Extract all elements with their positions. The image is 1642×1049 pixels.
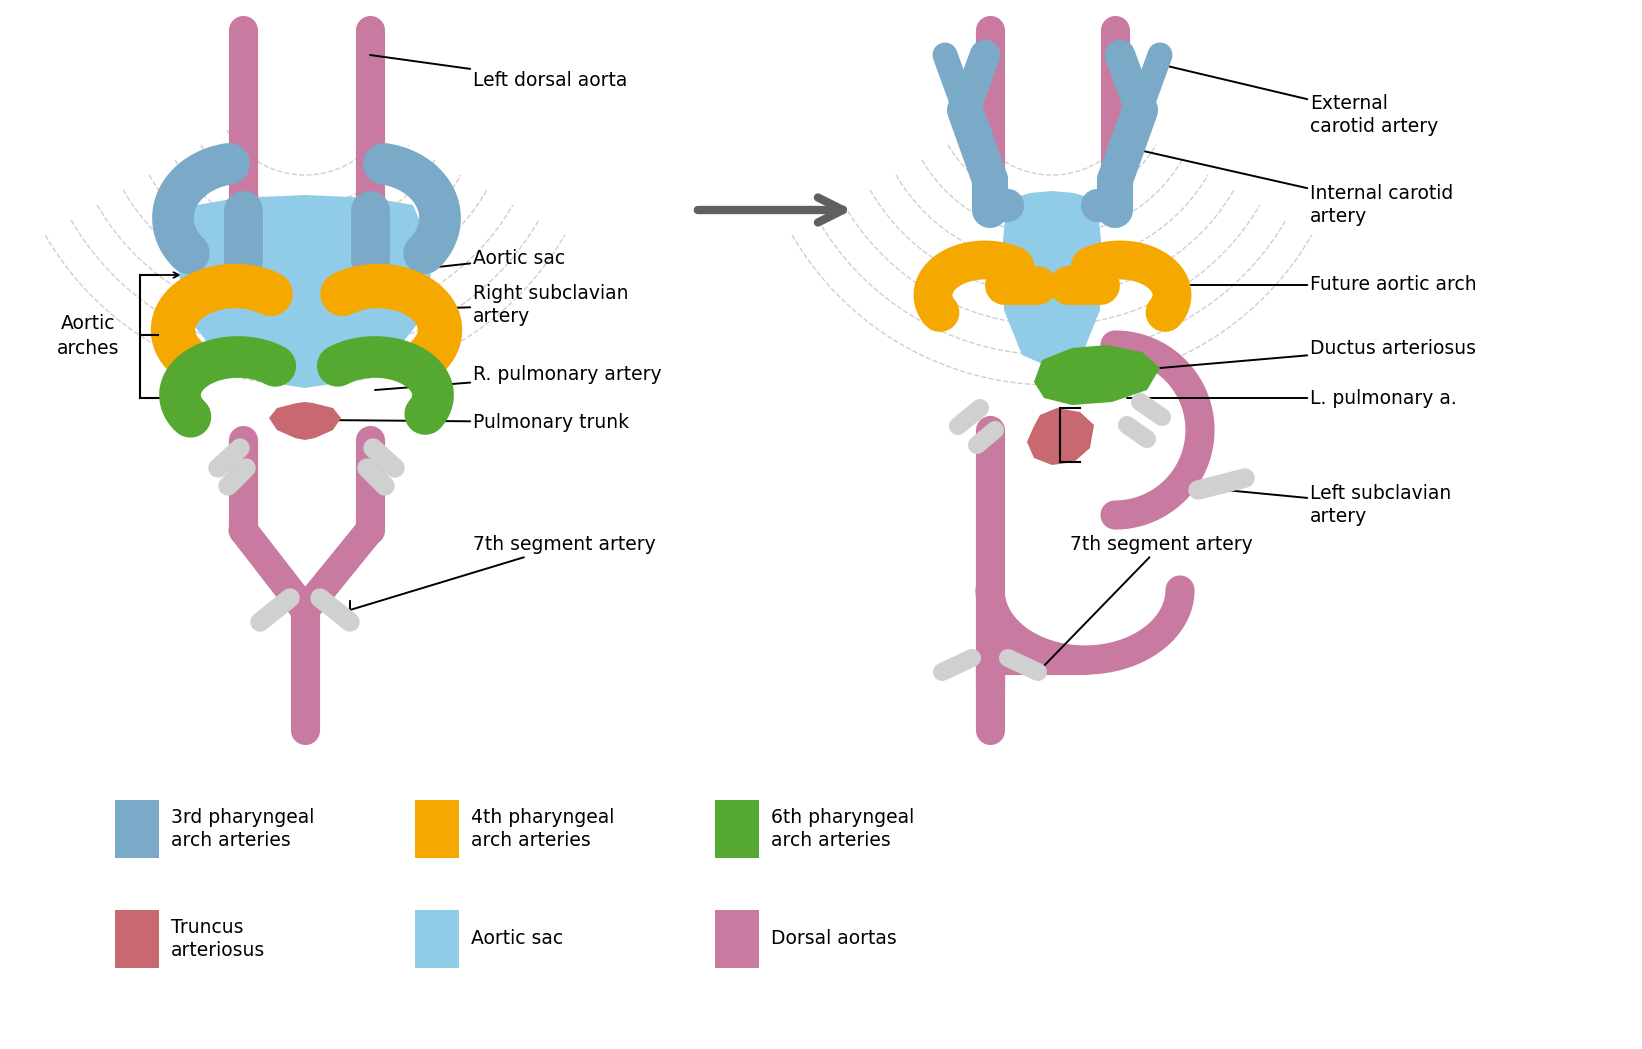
- FancyBboxPatch shape: [115, 800, 159, 858]
- Text: Aortic
arches: Aortic arches: [57, 314, 120, 358]
- Text: Dorsal aortas: Dorsal aortas: [772, 929, 897, 948]
- Text: 3rd pharyngeal
arch arteries: 3rd pharyngeal arch arteries: [171, 808, 314, 851]
- FancyBboxPatch shape: [115, 909, 159, 968]
- Text: Left dorsal aorta: Left dorsal aorta: [369, 55, 627, 89]
- FancyBboxPatch shape: [415, 909, 460, 968]
- Polygon shape: [177, 195, 433, 388]
- Text: Internal carotid
artery: Internal carotid artery: [1130, 148, 1453, 227]
- Polygon shape: [1026, 408, 1094, 465]
- Text: L. pulmonary a.: L. pulmonary a.: [1126, 388, 1456, 407]
- Text: Future aortic arch: Future aortic arch: [1166, 276, 1476, 295]
- Text: 7th segment artery: 7th segment artery: [350, 535, 655, 611]
- Text: R. pulmonary artery: R. pulmonary artery: [374, 365, 662, 390]
- Text: Pulmonary trunk: Pulmonary trunk: [320, 412, 629, 431]
- Text: 4th pharyngeal
arch arteries: 4th pharyngeal arch arteries: [471, 808, 614, 851]
- Text: 7th segment artery: 7th segment artery: [1038, 535, 1253, 672]
- FancyBboxPatch shape: [415, 800, 460, 858]
- Polygon shape: [1034, 345, 1159, 405]
- Text: External
carotid artery: External carotid artery: [1163, 65, 1438, 136]
- FancyBboxPatch shape: [714, 909, 759, 968]
- Text: Truncus
arteriosus: Truncus arteriosus: [171, 918, 266, 960]
- Text: Left subclavian
artery: Left subclavian artery: [1225, 484, 1452, 527]
- FancyBboxPatch shape: [714, 800, 759, 858]
- Text: Aortic sac: Aortic sac: [320, 249, 565, 280]
- Text: Aortic sac: Aortic sac: [471, 929, 563, 948]
- Text: Right subclavian
artery: Right subclavian artery: [378, 283, 629, 326]
- Polygon shape: [1002, 191, 1102, 368]
- Text: 6th pharyngeal
arch arteries: 6th pharyngeal arch arteries: [772, 808, 915, 851]
- Text: Ductus arteriosus: Ductus arteriosus: [1159, 339, 1476, 368]
- Polygon shape: [269, 402, 342, 440]
